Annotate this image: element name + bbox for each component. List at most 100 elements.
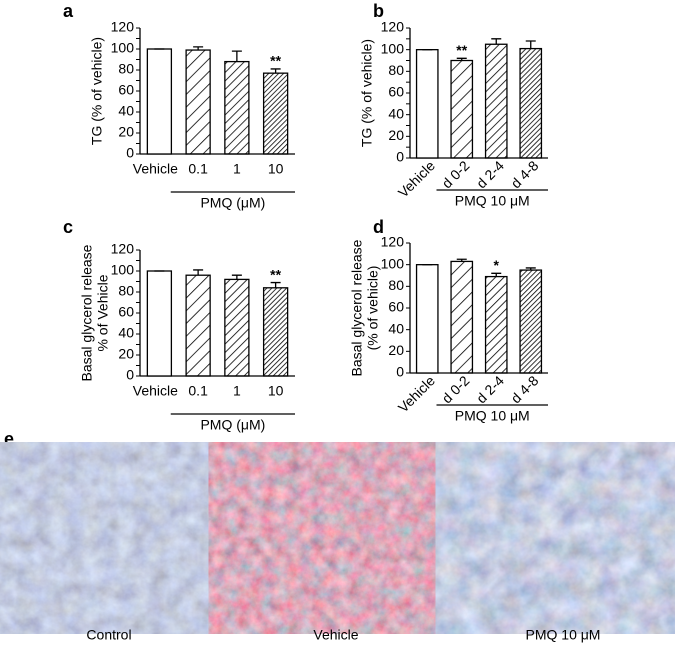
bar-chart: c 0 20 40 60 80 100 120 Basal glycerol release% … — [63, 217, 295, 433]
bar — [519, 269, 543, 374]
x-tick-label: 1 — [233, 161, 241, 177]
y-tick-label: 40 — [118, 103, 134, 119]
bar — [224, 278, 250, 377]
error-bar — [193, 46, 204, 51]
significance: ** — [456, 42, 467, 58]
y-tick-label: 100 — [111, 262, 135, 278]
x-tick-label: d 2-4 — [473, 157, 507, 191]
y-axis-label: (% of vehicle) — [365, 266, 381, 351]
y-axis-label: TG (% of vehicle) — [89, 37, 105, 145]
x-tick-label: d 4-8 — [508, 372, 542, 406]
y-axis-label: TG (% of vehicle) — [359, 39, 375, 147]
y-tick-label: 0 — [396, 364, 404, 380]
significance: ** — [270, 53, 281, 69]
x-tick-label: d 4-8 — [508, 157, 542, 191]
panel-label: c — [63, 217, 73, 237]
micrograph — [457, 458, 670, 618]
x-tick-label: Vehicle — [133, 161, 178, 177]
x-tick-label: 0.1 — [188, 161, 208, 177]
x-axis-label: PMQ (μM) — [200, 195, 265, 211]
micrographs: e Control Vehicle PMQ 10 μM — [0, 429, 670, 643]
y-tick-label: 0 — [126, 145, 134, 161]
bar — [262, 287, 289, 377]
y-tick-label: 80 — [118, 61, 134, 77]
y-tick-label: 100 — [381, 255, 405, 271]
error-bar — [525, 40, 536, 49]
bar — [146, 48, 173, 155]
panel-label: d — [373, 217, 384, 237]
bar — [262, 72, 289, 155]
y-axis-label: Basal glycerol release — [79, 244, 95, 381]
error-bar — [491, 38, 502, 45]
caption: Control — [86, 627, 131, 643]
y-tick-label: 100 — [381, 40, 405, 56]
x-tick-label: 10 — [268, 383, 284, 399]
bar — [415, 49, 439, 159]
y-axis-label: % of Vehicle — [95, 274, 111, 351]
y-tick-label: 60 — [388, 299, 404, 315]
error-bar — [270, 68, 281, 74]
x-tick-label: 0.1 — [188, 383, 208, 399]
error-bar — [231, 50, 242, 62]
y-tick-label: 80 — [118, 283, 134, 299]
significance: * — [494, 257, 500, 273]
panel-label: a — [63, 1, 74, 21]
x-tick-label: d 0-2 — [439, 372, 473, 406]
y-tick-label: 40 — [388, 105, 404, 121]
panel-label: b — [373, 1, 384, 21]
y-tick-label: 120 — [381, 234, 405, 250]
bar — [450, 260, 474, 374]
bar — [450, 59, 474, 159]
caption: PMQ 10 μM — [526, 627, 601, 643]
bar — [519, 47, 543, 159]
bar — [415, 264, 439, 374]
caption: Vehicle — [313, 627, 358, 643]
error-bar — [231, 274, 242, 280]
error-bar — [491, 272, 502, 277]
y-tick-label: 40 — [118, 325, 134, 341]
y-tick-label: 120 — [111, 241, 135, 257]
significance: ** — [270, 266, 281, 282]
error-bar — [456, 258, 467, 262]
error-bar — [270, 281, 281, 288]
panel-label: e — [4, 429, 14, 449]
y-tick-label: 20 — [118, 346, 134, 362]
micrograph — [230, 458, 441, 618]
y-tick-label: 40 — [388, 320, 404, 336]
y-tick-label: 0 — [396, 149, 404, 165]
error-bar — [193, 269, 204, 276]
micrograph — [0, 458, 218, 618]
bar — [484, 275, 508, 374]
x-tick-label: d 0-2 — [439, 157, 473, 191]
bar — [224, 60, 250, 155]
error-bar — [525, 267, 536, 271]
y-tick-label: 60 — [118, 82, 134, 98]
y-tick-label: 120 — [381, 19, 405, 35]
bar-chart: d 0 20 40 60 80 100 120 Basal glycerol release (%… — [349, 217, 548, 424]
x-axis-label: PMQ 10 μM — [455, 193, 530, 209]
x-axis-label: PMQ (μM) — [200, 417, 265, 433]
x-tick-label: Vehicle — [133, 383, 178, 399]
y-tick-label: 0 — [126, 367, 134, 383]
y-tick-label: 20 — [388, 127, 404, 143]
y-tick-label: 80 — [388, 277, 404, 293]
y-axis-label: Basal glycerol release — [349, 239, 365, 376]
bar — [185, 274, 211, 377]
bar-chart: a 0 20 40 60 80 100 120 TG (% of vehicle) Vehicle… — [63, 1, 295, 211]
y-tick-label: 60 — [388, 84, 404, 100]
y-tick-label: 20 — [118, 124, 134, 140]
x-tick-label: 1 — [233, 383, 241, 399]
y-tick-label: 100 — [111, 40, 135, 56]
x-tick-label: d 2-4 — [473, 372, 507, 406]
x-tick-label: 10 — [268, 161, 284, 177]
y-tick-label: 80 — [388, 62, 404, 78]
x-axis-label: PMQ 10 μM — [455, 408, 530, 424]
bar — [484, 43, 508, 159]
y-tick-label: 60 — [118, 304, 134, 320]
bar — [146, 270, 173, 377]
bar — [185, 49, 211, 155]
y-tick-label: 120 — [111, 19, 135, 35]
